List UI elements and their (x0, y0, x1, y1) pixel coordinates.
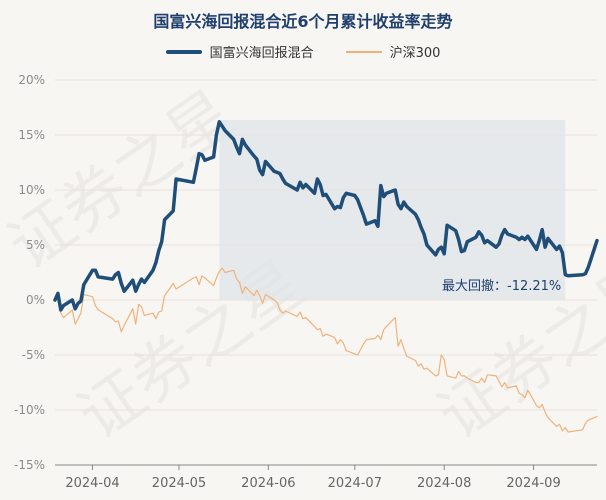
x-tick-label: 2024-08 (417, 476, 471, 491)
x-tick-label: 2024-07 (328, 476, 382, 491)
y-tick-label: 5% (26, 238, 45, 252)
legend-swatch-index (345, 50, 382, 53)
legend-label-index: 沪深300 (389, 46, 441, 61)
max-drawdown-label: 最大回撤：-12.21% (442, 278, 561, 294)
y-tick-label: -5% (22, 348, 45, 362)
series-line-fund (53, 120, 599, 312)
x-tick-label: 2024-09 (506, 476, 560, 491)
drawdown-region (219, 120, 566, 300)
y-tick-label: 20% (18, 73, 45, 87)
x-tick-label: 2024-05 (152, 476, 206, 491)
legend-item-fund[interactable]: 国富兴海回报混合 (165, 42, 314, 61)
x-tick-label: 2024-04 (65, 476, 119, 491)
y-tick-label: -15% (14, 458, 45, 472)
y-tick-label: 0% (26, 293, 45, 307)
y-tick-label: 10% (18, 183, 45, 197)
y-tick-label: -10% (14, 403, 45, 417)
chart-title: 国富兴海回报混合近6个月累计收益率走势 (153, 12, 453, 31)
legend-swatch-fund (165, 49, 202, 54)
y-tick-label: 15% (18, 128, 45, 142)
legend-item-index[interactable]: 沪深300 (345, 42, 441, 61)
legend: 国富兴海回报混合 沪深300 (0, 42, 606, 61)
legend-label-fund: 国富兴海回报混合 (209, 46, 314, 61)
series-line-index (54, 267, 598, 433)
x-tick-label: 2024-06 (241, 476, 295, 491)
